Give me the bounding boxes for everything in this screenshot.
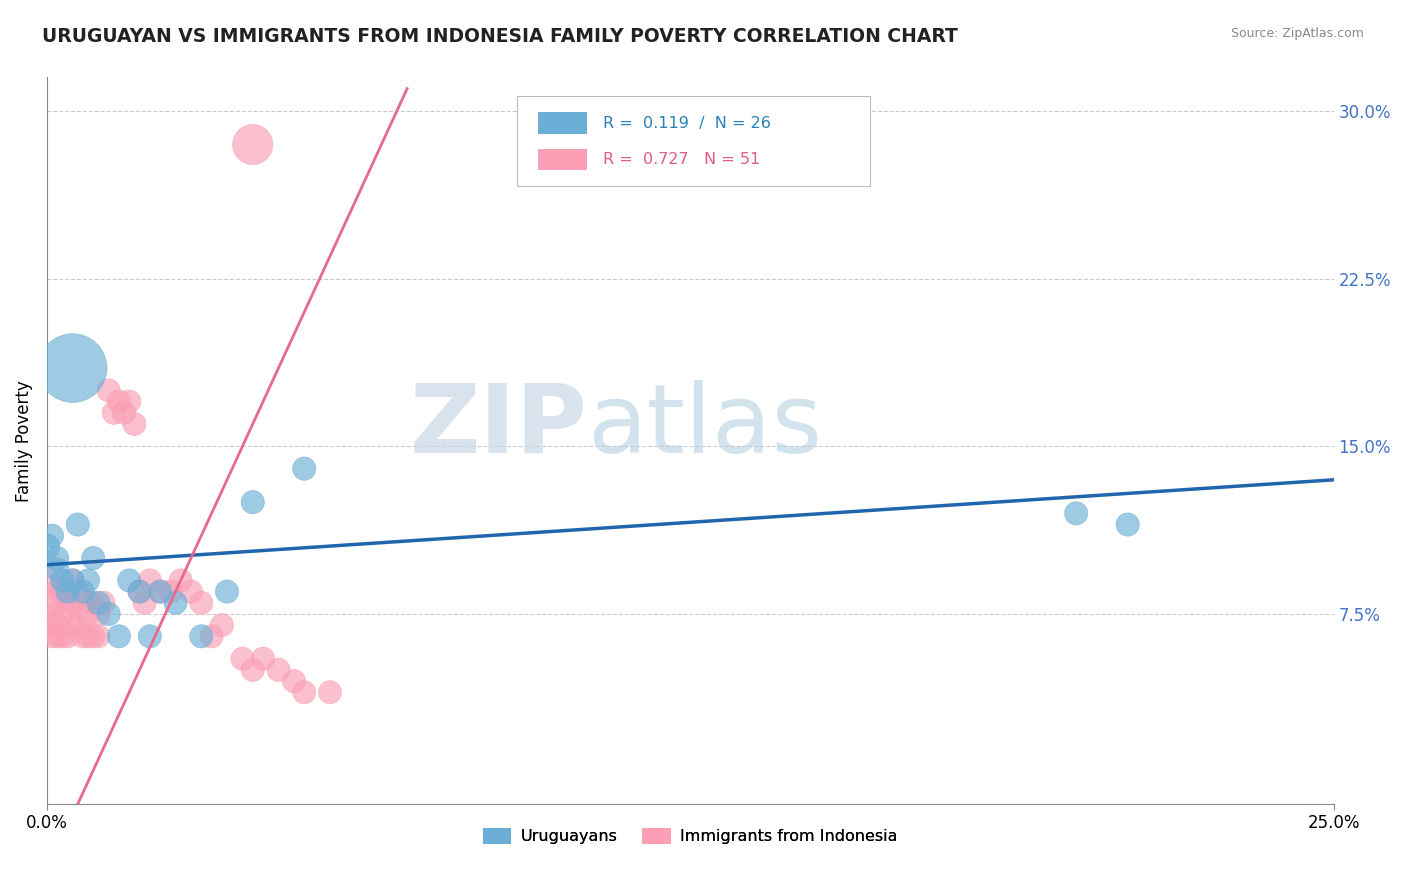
Point (66, 584, 89, 599)
Point (118, 574, 141, 588)
Point (292, 685, 315, 699)
Point (128, 584, 150, 599)
Point (46, 629, 69, 643)
Point (252, 651, 274, 665)
Point (87, 596, 110, 610)
FancyBboxPatch shape (538, 149, 588, 170)
Text: Source: ZipAtlas.com: Source: ZipAtlas.com (1230, 27, 1364, 40)
Y-axis label: Family Poverty: Family Poverty (15, 380, 32, 501)
Legend: Uruguayans, Immigrants from Indonesia: Uruguayans, Immigrants from Indonesia (477, 822, 904, 850)
Text: atlas: atlas (588, 380, 823, 473)
Point (82, 551, 104, 566)
Point (35, 574, 58, 588)
Point (118, 394, 141, 409)
Point (41, 529, 63, 543)
Point (215, 584, 238, 599)
Point (267, 663, 290, 677)
Point (170, 574, 193, 588)
Point (97, 607, 120, 621)
Point (159, 584, 181, 599)
Point (242, 495, 264, 509)
Text: ZIP: ZIP (409, 380, 588, 473)
Point (51, 607, 73, 621)
Point (1064, 507, 1087, 521)
Point (87, 607, 110, 621)
Point (200, 629, 222, 643)
Point (72, 596, 94, 610)
Text: R =  0.727   N = 51: R = 0.727 N = 51 (603, 152, 761, 167)
Point (46, 584, 69, 599)
Point (134, 596, 156, 610)
Point (139, 629, 162, 643)
Point (56, 596, 79, 610)
Point (51, 574, 73, 588)
Point (149, 584, 172, 599)
Point (283, 673, 305, 688)
Point (62, 618, 84, 632)
Point (82, 596, 104, 610)
Point (41, 629, 63, 643)
Point (190, 629, 212, 643)
Point (139, 574, 162, 588)
Point (77, 607, 100, 621)
Point (103, 406, 125, 420)
Point (108, 629, 131, 643)
Point (97, 384, 120, 398)
Point (66, 618, 89, 632)
Point (41, 596, 63, 610)
Point (112, 406, 135, 420)
Point (149, 584, 172, 599)
Point (77, 574, 100, 588)
Text: URUGUAYAN VS IMMIGRANTS FROM INDONESIA FAMILY POVERTY CORRELATION CHART: URUGUAYAN VS IMMIGRANTS FROM INDONESIA F… (42, 27, 957, 45)
Point (41, 607, 63, 621)
Point (62, 596, 84, 610)
Point (242, 663, 264, 677)
Point (62, 574, 84, 588)
Point (46, 562, 69, 576)
Point (51, 629, 73, 643)
FancyBboxPatch shape (516, 95, 870, 186)
Point (62, 574, 84, 588)
Point (93, 596, 115, 610)
Text: R =  0.119  /  N = 26: R = 0.119 / N = 26 (603, 116, 770, 131)
Point (87, 629, 110, 643)
Point (128, 584, 150, 599)
Point (82, 629, 104, 643)
Point (66, 517, 89, 532)
Point (165, 596, 187, 610)
Point (51, 584, 73, 599)
Point (46, 551, 69, 566)
Point (35, 540, 58, 554)
FancyBboxPatch shape (538, 112, 588, 134)
Point (231, 651, 253, 665)
Point (211, 618, 233, 632)
Point (77, 629, 100, 643)
Point (180, 584, 202, 599)
Point (62, 361, 84, 376)
Point (319, 685, 342, 699)
Point (190, 596, 212, 610)
Point (292, 461, 315, 475)
Point (72, 629, 94, 643)
Point (108, 394, 131, 409)
Point (1116, 517, 1139, 532)
Point (242, 137, 264, 152)
Point (46, 618, 69, 632)
Point (56, 629, 79, 643)
Point (72, 584, 94, 599)
Point (56, 584, 79, 599)
Point (124, 417, 146, 431)
Point (35, 618, 58, 632)
